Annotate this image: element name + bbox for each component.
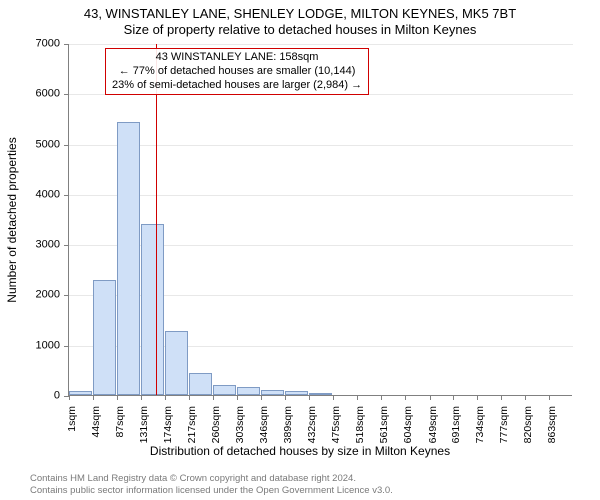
x-tick-label: 87sqm <box>114 406 126 456</box>
x-tick-label: 131sqm <box>138 406 150 456</box>
x-tick-label: 863sqm <box>546 406 558 456</box>
x-tick-label: 691sqm <box>450 406 462 456</box>
x-tick-label: 303sqm <box>234 406 246 456</box>
y-tick-label: 7000 <box>26 39 60 50</box>
histogram-bar <box>285 391 308 395</box>
annotation-line-2: ← 77% of detached houses are smaller (10… <box>112 65 362 79</box>
chart-title-main: 43, WINSTANLEY LANE, SHENLEY LODGE, MILT… <box>0 6 600 21</box>
annotation-line-1: 43 WINSTANLEY LANE: 158sqm <box>112 51 362 65</box>
y-tick-label: 4000 <box>26 189 60 200</box>
x-tick-label: 734sqm <box>474 406 486 456</box>
y-tick-label: 1000 <box>26 340 60 351</box>
annotation-line-3: 23% of semi-detached houses are larger (… <box>112 79 362 93</box>
footer-line-2: Contains public sector information licen… <box>30 485 393 497</box>
x-tick-label: 217sqm <box>186 406 198 456</box>
x-tick-label: 561sqm <box>378 406 390 456</box>
x-tick-label: 44sqm <box>90 406 102 456</box>
y-tick-label: 5000 <box>26 139 60 150</box>
x-tick-label: 432sqm <box>306 406 318 456</box>
x-tick-label: 649sqm <box>427 406 439 456</box>
chart-plot-area <box>68 44 572 396</box>
histogram-bar <box>69 391 92 395</box>
x-tick-label: 260sqm <box>210 406 222 456</box>
x-tick-label: 475sqm <box>330 406 342 456</box>
histogram-bar <box>141 224 164 395</box>
x-tick-label: 777sqm <box>498 406 510 456</box>
annotation-box: 43 WINSTANLEY LANE: 158sqm ← 77% of deta… <box>105 48 369 95</box>
y-tick-label: 2000 <box>26 290 60 301</box>
x-tick-label: 518sqm <box>354 406 366 456</box>
x-tick-label: 604sqm <box>402 406 414 456</box>
y-tick-label: 6000 <box>26 89 60 100</box>
y-tick-label: 3000 <box>26 240 60 251</box>
chart-title-sub: Size of property relative to detached ho… <box>0 22 600 37</box>
histogram-bar <box>165 331 188 395</box>
histogram-bar <box>261 390 284 395</box>
histogram-bar <box>93 280 116 395</box>
histogram-bar <box>117 122 140 395</box>
histogram-bar <box>309 393 332 396</box>
x-tick-label: 820sqm <box>522 406 534 456</box>
footer-attribution: Contains HM Land Registry data © Crown c… <box>30 473 393 497</box>
reference-line <box>156 44 157 395</box>
x-tick-label: 1sqm <box>66 406 78 456</box>
footer-line-1: Contains HM Land Registry data © Crown c… <box>30 473 393 485</box>
x-tick-label: 389sqm <box>282 406 294 456</box>
histogram-bar <box>213 385 236 395</box>
histogram-bar <box>237 387 260 395</box>
x-tick-label: 346sqm <box>258 406 270 456</box>
histogram-bar <box>189 373 212 395</box>
y-axis-label: Number of detached properties <box>5 137 19 302</box>
x-tick-label: 174sqm <box>162 406 174 456</box>
y-tick-label: 0 <box>26 391 60 402</box>
